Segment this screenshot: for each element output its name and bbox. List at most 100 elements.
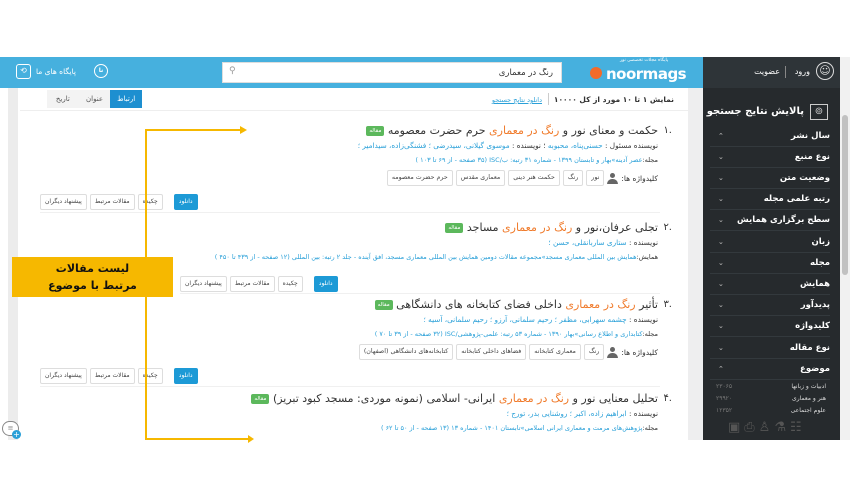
sidebar-title: پالایش نتایج جستجو — [706, 106, 804, 117]
related-articles-button[interactable]: مقالات مرتبط — [89, 368, 135, 384]
title-text[interactable]: تأثیر — [635, 298, 658, 311]
keyword-chip[interactable]: معماری کتابخانه — [529, 344, 581, 360]
label: مجله: — [642, 330, 658, 338]
chevron-down-icon[interactable]: ⌄ — [718, 174, 724, 182]
chevron-down-icon[interactable]: ⌄ — [718, 301, 724, 309]
site-logo[interactable]: noormags — [606, 65, 687, 83]
source-link[interactable]: عصر آدینه»بهار و تابستان ۱۳۹۹ - شماره ۳۱… — [415, 156, 643, 164]
keyword-chip[interactable]: حرم حضرت معصومه — [386, 170, 453, 186]
suggestions-button[interactable]: پیشنهاد دیگران — [40, 368, 87, 384]
suggestions-button[interactable]: پیشنهاد دیگران — [180, 276, 227, 292]
network-icon[interactable]: ⟲ — [16, 64, 31, 79]
source-link[interactable]: همایش بین المللی معماری مسجد»مجموعه مقال… — [214, 253, 637, 261]
keyword-chip[interactable]: رنگ — [562, 170, 584, 186]
keyword-chip[interactable]: نور — [586, 170, 605, 186]
chevron-down-icon[interactable]: ⌄ — [718, 344, 724, 352]
facet-5[interactable]: ⌄ زبان — [710, 232, 830, 253]
divider — [40, 386, 660, 387]
result-title[interactable]: تجلی عرفان،نور و رنگ در معماری مساجد مقا… — [445, 221, 658, 235]
download-button[interactable]: دانلود — [173, 194, 198, 210]
facet-2[interactable]: ⌄ وضعیت متن — [710, 168, 830, 189]
label: مجله: — [642, 156, 658, 164]
author-link[interactable]: ابراهیم زاده، اکبر ؛ روشنایی بدر، تورج ؛ — [506, 409, 627, 418]
title-text[interactable]: مساجد — [466, 221, 503, 234]
label: نویسنده : — [629, 409, 658, 418]
facet-6[interactable]: ⌄ مجله — [710, 253, 830, 274]
chevron-down-icon[interactable]: ⌄ — [718, 322, 724, 330]
tools-icons[interactable]: ▣⎙♙⚗☷ — [728, 420, 806, 435]
facet-0[interactable]: ⌃ سال نشر — [710, 126, 830, 147]
subject-item[interactable]: ۲۹۹۲۰ هنر و معماری — [716, 394, 826, 404]
title-highlight[interactable]: رنگ در معماری — [489, 124, 560, 137]
author-link[interactable]: موسوی گیلانی، سیدرضی ؛ فشنگی‌زاده، سیدام… — [357, 141, 510, 150]
search-box[interactable] — [222, 62, 562, 83]
tab-date[interactable]: تاریخ — [55, 95, 70, 103]
title-highlight[interactable]: رنگ در معماری — [565, 298, 636, 311]
title-text[interactable]: تحلیل معنایی نور و — [569, 392, 658, 405]
subject-item[interactable]: ۲۳۰۶۵ ادبیات و زبانها — [716, 382, 826, 392]
facet-label: سال نشر — [790, 131, 830, 141]
login-link[interactable]: ورود — [794, 67, 810, 76]
suggestions-button[interactable]: پیشنهاد دیگران — [40, 194, 87, 210]
download-button[interactable]: دانلود — [173, 368, 198, 384]
title-text[interactable]: حکمت و معنای نور و — [559, 124, 658, 137]
person-icon — [607, 172, 619, 184]
chevron-down-icon[interactable]: ⌄ — [718, 195, 724, 203]
facet-1[interactable]: ⌄ نوع منبع — [710, 147, 830, 168]
author-link[interactable]: ستاری ساربانقلی، حسن ؛ — [548, 238, 627, 247]
tab-relevance[interactable]: ارتباط — [110, 90, 143, 108]
chevron-up-icon[interactable]: ⌃ — [718, 365, 724, 373]
add-icon[interactable]: + — [12, 430, 21, 439]
chevron-down-icon[interactable]: ⌄ — [718, 216, 724, 224]
facet-7[interactable]: ⌄ همایش — [710, 274, 830, 295]
title-text[interactable]: حرم حضرت معصومه — [387, 124, 490, 137]
subject-item[interactable]: ۱۲۳۵۲ علوم اجتماعی — [716, 406, 826, 416]
sidebar-scrollbar[interactable] — [840, 57, 850, 440]
title-highlight[interactable]: رنگ در معماری — [502, 221, 573, 234]
chevron-down-icon[interactable]: ⌄ — [718, 259, 724, 267]
chevron-down-icon[interactable]: ⌄ — [718, 238, 724, 246]
chevron-down-icon[interactable]: ⌄ — [718, 280, 724, 288]
abstract-button[interactable]: چکیده — [277, 276, 303, 292]
keyword-chip[interactable]: حکمت هنر دینی — [508, 170, 560, 186]
title-highlight[interactable]: رنگ در معماری — [498, 392, 570, 405]
keyword-chip[interactable]: رنگ — [583, 344, 605, 360]
download-results-link[interactable]: دانلود نتایج جستجو — [491, 96, 542, 104]
register-link[interactable]: عضویت — [754, 67, 780, 76]
facet-10[interactable]: ⌄ نوع مقاله — [710, 338, 830, 359]
facet-8[interactable]: ⌄ پدیدآور — [710, 295, 830, 316]
facet-9[interactable]: ⌄ کلیدواژه — [710, 316, 830, 337]
related-articles-button[interactable]: مقالات مرتبط — [89, 194, 135, 210]
search-input[interactable] — [223, 63, 561, 82]
facet-label: کلیدواژه — [795, 321, 830, 331]
search-icon[interactable]: ⚲ — [229, 66, 236, 76]
source-link[interactable]: پژوهش‌های مرمت و معماری ایرانی اسلامی»تا… — [380, 424, 643, 432]
result-title[interactable]: تأثیر رنگ در معماری داخلی فضای کتابخانه … — [374, 298, 658, 312]
author-link[interactable]: چشمه سهرابی، مظفر ؛ رحیم سلمانی، آرزو ؛ … — [423, 315, 627, 324]
our-sites-link[interactable]: پایگاه های ما — [36, 67, 76, 76]
author-link[interactable]: حسنی‌پناه، محبوبه — [547, 141, 603, 150]
facet-11[interactable]: ⌃ موضوع — [710, 359, 830, 380]
result-title[interactable]: حکمت و معنای نور و رنگ در معماری حرم حضر… — [366, 124, 658, 138]
facet-3[interactable]: ⌄ رتبه علمی مجله — [710, 189, 830, 210]
keyword-chip[interactable]: معماری مقدس — [455, 170, 506, 186]
abstract-button[interactable]: چکیده — [137, 368, 163, 384]
keyword-chip[interactable]: کتابخانه‌های دانشگاهی (اصفهان) — [358, 344, 454, 360]
facet-4[interactable]: ⌄ سطح برگزاری همایش — [710, 210, 830, 231]
result-title[interactable]: تحلیل معنایی نور و رنگ در معماری ایرانی-… — [251, 392, 658, 406]
title-text[interactable]: ایرانی- اسلامی (نمونه موردی: مسجد کبود ت… — [272, 392, 499, 405]
keyword-chip[interactable]: فضاهای داخلی کتابخانه — [456, 344, 527, 360]
abstract-button[interactable]: چکیده — [137, 194, 163, 210]
related-articles-button[interactable]: مقالات مرتبط — [229, 276, 275, 292]
tab-title[interactable]: عنوان — [86, 95, 103, 103]
title-text[interactable]: داخلی فضای کتابخانه های دانشگاهی — [396, 298, 566, 311]
chevron-down-icon[interactable]: ⌄ — [718, 153, 724, 161]
noor-network-icon[interactable]: نا — [94, 64, 108, 78]
download-button[interactable]: دانلود — [313, 276, 338, 292]
result-source: مجله:کتابداری و اطلاع رسانی»بهار ۱۳۹۰ - … — [375, 329, 658, 339]
user-icon[interactable]: ☺ — [816, 62, 834, 80]
title-text[interactable]: تجلی عرفان،نور و — [572, 221, 658, 234]
source-link[interactable]: کتابداری و اطلاع رسانی»بهار ۱۳۹۰ - شماره… — [374, 330, 643, 338]
result-keywords: کلیدواژه ها: رنگ معماری کتابخانه فضاهای داخ… — [358, 344, 658, 360]
chevron-up-icon[interactable]: ⌃ — [718, 132, 724, 140]
